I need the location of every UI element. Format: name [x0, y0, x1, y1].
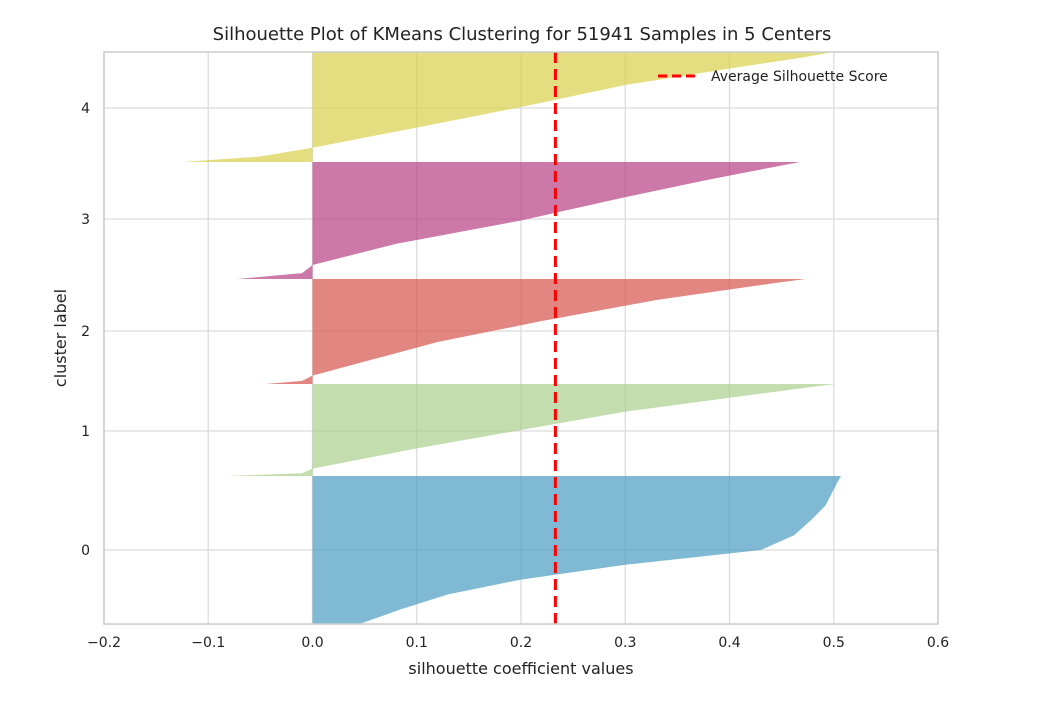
x-tick-label: 0.0 — [301, 635, 323, 651]
x-axis-label: silhouette coefficient values — [408, 659, 633, 678]
x-tick-label: 0.5 — [823, 635, 845, 651]
x-tick-label: −0.2 — [87, 635, 121, 651]
cluster-band-2 — [265, 279, 806, 384]
y-tick-label: 0 — [81, 543, 90, 559]
cluster-band-1 — [227, 384, 836, 476]
y-tick-label: 1 — [81, 424, 90, 440]
x-tick-label: 0.6 — [927, 635, 949, 651]
cluster-band-0 — [312, 476, 841, 624]
legend: Average Silhouette Score — [658, 69, 888, 85]
x-tick-label: 0.1 — [406, 635, 428, 651]
chart-title: Silhouette Plot of KMeans Clustering for… — [213, 24, 832, 45]
x-tick-label: 0.4 — [718, 635, 740, 651]
cluster-band-4 — [182, 52, 834, 162]
y-axis-label: cluster label — [51, 289, 70, 387]
y-tick-label: 2 — [81, 324, 90, 340]
x-tick-labels: −0.2 −0.1 0.0 0.1 0.2 0.3 0.4 0.5 0.6 — [87, 635, 949, 651]
y-tick-label: 4 — [81, 101, 90, 117]
x-tick-label: 0.2 — [510, 635, 532, 651]
cluster-band-3 — [237, 162, 801, 279]
cluster-bands — [182, 52, 841, 624]
x-tick-label: −0.1 — [191, 635, 225, 651]
y-tick-labels: 0 1 2 3 4 — [81, 101, 90, 559]
plot-frame — [103, 51, 939, 625]
y-tick-label: 3 — [81, 212, 90, 228]
legend-label: Average Silhouette Score — [711, 69, 888, 85]
x-tick-label: 0.3 — [614, 635, 636, 651]
